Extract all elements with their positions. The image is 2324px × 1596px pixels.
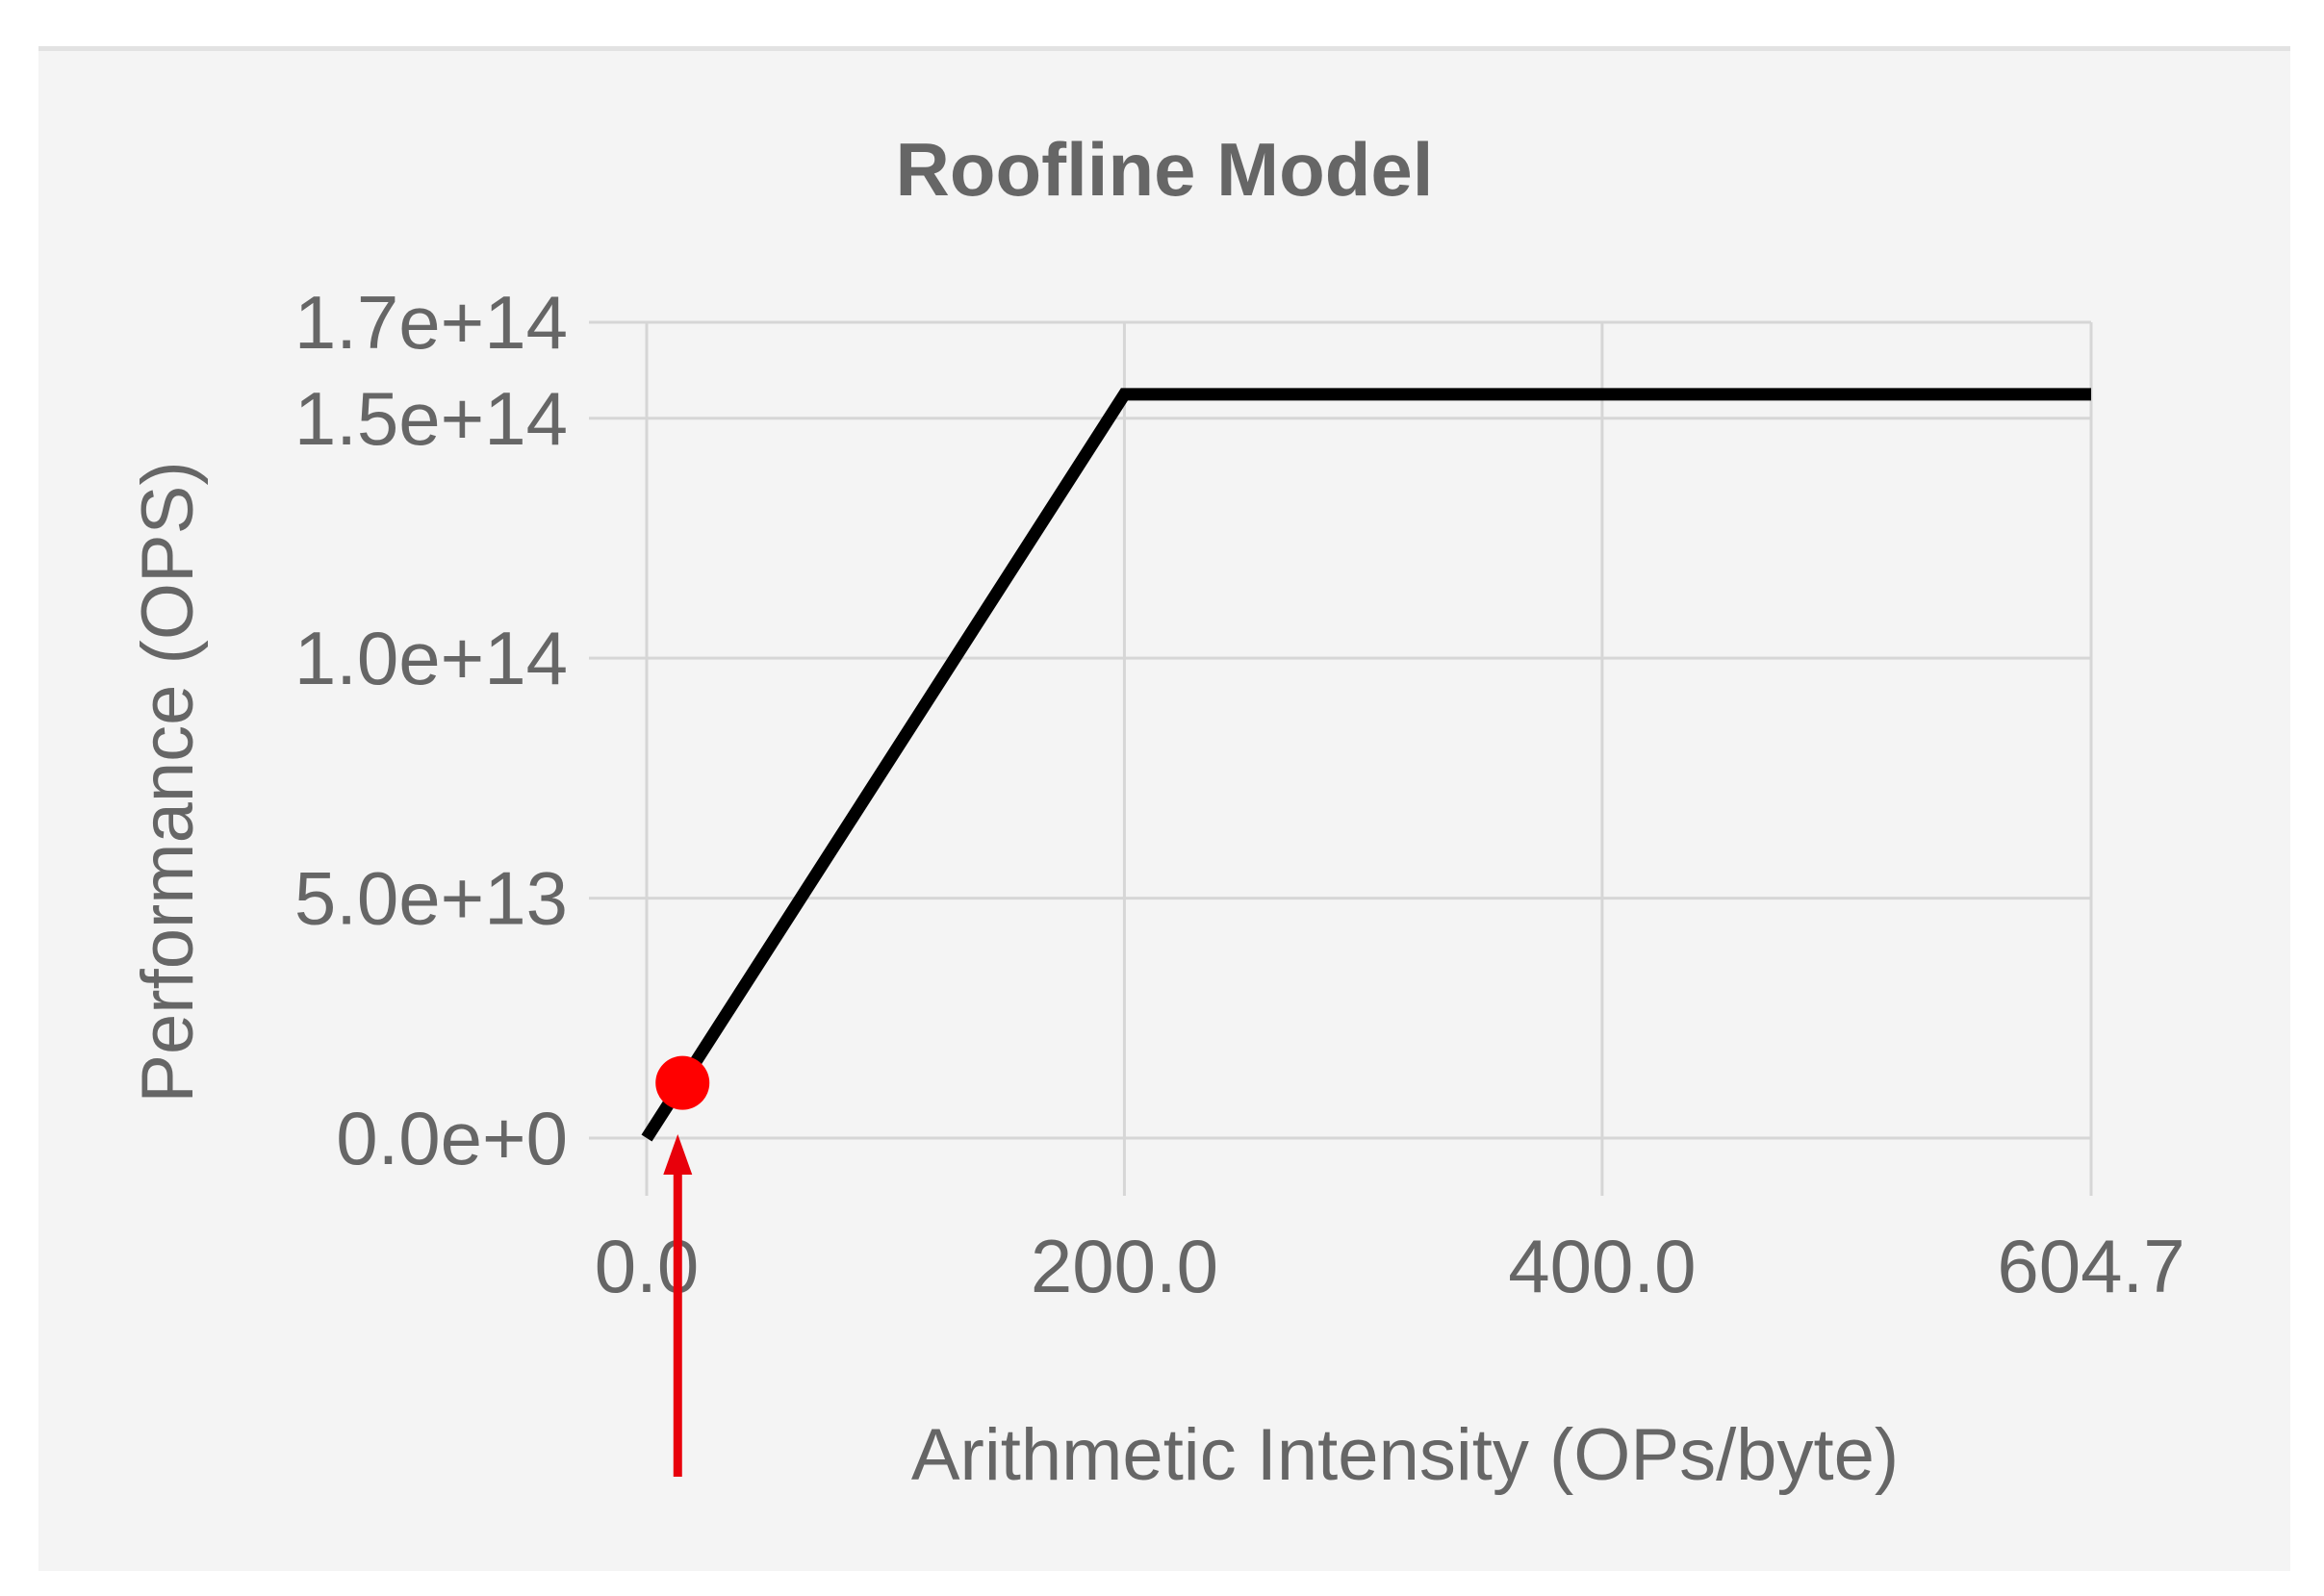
measured-point bbox=[655, 1055, 710, 1110]
x-tick-label: 400.0 bbox=[1508, 1224, 1696, 1308]
y-axis-ticks: 0.0e+0 5.0e+13 1.0e+14 1.5e+14 1.7e+14 bbox=[294, 280, 568, 1180]
x-tick-label: 0.0 bbox=[595, 1224, 699, 1308]
annotation-layer bbox=[655, 1055, 710, 1477]
x-axis-label: Arithmetic Intensity (OPs/byte) bbox=[911, 1414, 1899, 1496]
y-tick-label: 1.7e+14 bbox=[294, 280, 568, 365]
y-tick-label: 1.5e+14 bbox=[294, 376, 568, 461]
y-axis-label: Performance (OPS) bbox=[127, 461, 209, 1102]
y-tick-label: 0.0e+0 bbox=[336, 1096, 568, 1180]
x-axis-ticks: 0.0 200.0 400.0 604.7 bbox=[595, 1224, 2185, 1308]
x-tick-label: 604.7 bbox=[1997, 1224, 2184, 1308]
chart-title: Roofline Model bbox=[896, 127, 1434, 212]
y-tick-label: 5.0e+13 bbox=[294, 856, 568, 941]
arrow-head bbox=[663, 1134, 693, 1175]
series-layer bbox=[641, 388, 2091, 1142]
grid bbox=[589, 320, 2093, 1196]
roofline-chart: Roofline Model 0.0e+0 5.0e+13 1.0e+14 1.5e+… bbox=[127, 127, 2185, 1496]
roofline-series-line bbox=[641, 388, 2091, 1142]
chart-panel: Roofline Model 0.0e+0 5.0e+13 1.0e+14 1.5e+… bbox=[38, 46, 2290, 1571]
x-tick-label: 200.0 bbox=[1031, 1224, 1218, 1308]
y-tick-label: 1.0e+14 bbox=[294, 616, 568, 700]
